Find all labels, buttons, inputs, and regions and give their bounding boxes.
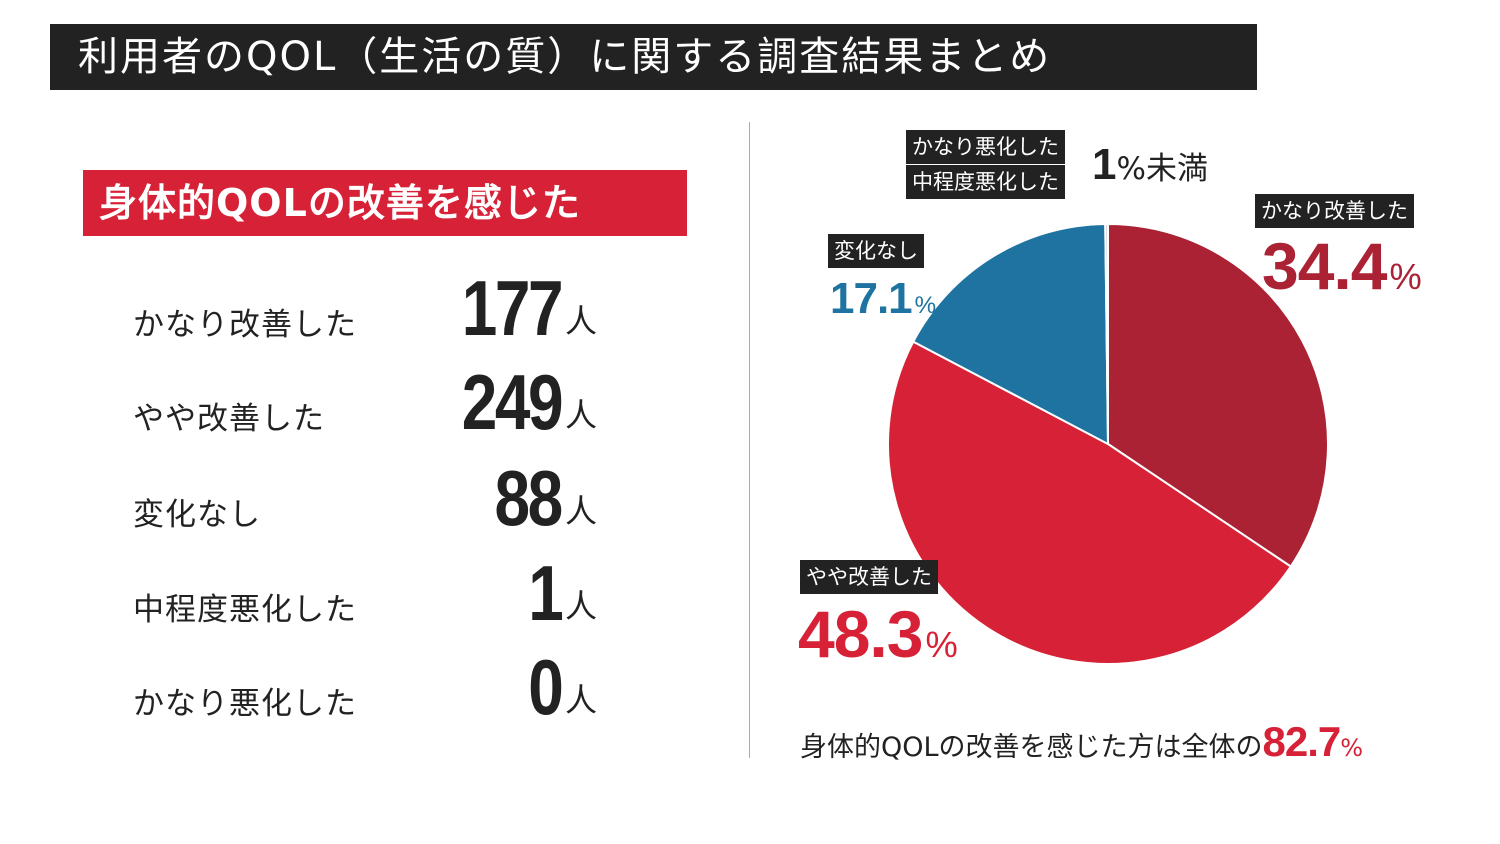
count-row-moderately-worsened: 中程度悪化した 1 人 <box>133 553 603 633</box>
column-divider <box>749 122 750 758</box>
worsened-note-symbol: % <box>1116 151 1146 187</box>
row-label: かなり改善した <box>133 307 357 343</box>
row-unit: 人 <box>564 396 597 434</box>
row-label: 中程度悪化した <box>133 592 357 628</box>
row-label: 変化なし <box>133 497 261 533</box>
pie-slice-0 <box>1107 222 1329 568</box>
row-unit: 人 <box>564 492 597 530</box>
row-unit: 人 <box>564 681 597 719</box>
pct-slightly-improved: 48.3% <box>798 596 958 672</box>
row-value: 249 <box>461 358 564 446</box>
tag-no-change: 変化なし <box>828 234 924 268</box>
row-value: 177 <box>461 264 564 352</box>
pct-value: 34.4 <box>1262 229 1387 303</box>
tag-moderately-worsened: 中程度悪化した <box>906 165 1065 199</box>
pct-much-improved: 34.4% <box>1262 228 1422 304</box>
tag-severely-worsened: かなり悪化した <box>906 130 1065 164</box>
section-label: 身体的QOLの改善を感じた <box>83 170 687 236</box>
pie-slice-1 <box>887 340 1293 665</box>
row-value: 1 <box>527 549 564 637</box>
pct-no-change: 17.1% <box>830 274 936 324</box>
tag-slightly-improved: やや改善した <box>800 560 938 594</box>
row-value: 0 <box>527 643 564 731</box>
count-row-no-change: 変化なし 88 人 <box>133 458 603 538</box>
row-label: やや改善した <box>133 401 325 437</box>
worsened-note-value: 1 <box>1092 140 1117 189</box>
pie-slice-3 <box>1104 222 1109 445</box>
count-row-severely-worsened: かなり悪化した 0 人 <box>133 647 603 727</box>
pct-value: 48.3 <box>798 597 923 671</box>
count-row-slightly-improved: やや改善した 249 人 <box>133 362 603 442</box>
footer-value: 82.7 <box>1262 718 1342 765</box>
count-row-much-improved: かなり改善した 177 人 <box>133 268 603 348</box>
worsened-note-suffix: 未満 <box>1145 151 1208 187</box>
footer-text: 身体的QOLの改善を感じた方は全体の <box>800 732 1263 763</box>
pct-value: 17.1 <box>830 274 913 323</box>
pct-symbol: % <box>925 624 958 665</box>
footer-symbol: % <box>1340 734 1364 762</box>
row-value: 88 <box>494 454 564 542</box>
row-label: かなり悪化した <box>133 686 357 722</box>
worsened-percentage-note: 1%未満 <box>1092 140 1208 190</box>
footer-summary: 身体的QOLの改善を感じた方は全体の82.7% <box>800 718 1363 766</box>
pct-symbol: % <box>1389 256 1422 297</box>
pct-symbol: % <box>914 292 937 319</box>
pie-slice-2 <box>911 223 1110 446</box>
row-unit: 人 <box>564 587 597 625</box>
tag-much-improved: かなり改善した <box>1255 194 1414 228</box>
row-unit: 人 <box>564 302 597 340</box>
page-title: 利用者のQOL（生活の質）に関する調査結果まとめ <box>50 24 1257 90</box>
